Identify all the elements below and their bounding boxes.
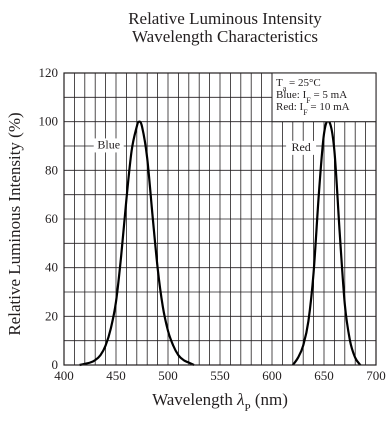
x-axis-label: Wavelength λP (nm) — [152, 390, 288, 414]
x-tick-label: 550 — [210, 368, 230, 383]
condition-line: Red: IF = 10 mA — [276, 101, 350, 117]
series-line-blue — [79, 120, 195, 367]
y-tick-label: 60 — [45, 211, 58, 226]
y-axis-label: Relative Luminous Intensity (%) — [5, 112, 24, 335]
series-label-blue: Blue — [97, 137, 120, 151]
plot-frame — [63, 72, 377, 366]
y-tick-label: 0 — [52, 357, 59, 372]
y-tick-label: 100 — [39, 114, 59, 129]
condition-line: Blue: IF = 5 mA — [276, 89, 347, 105]
x-tick-label: 400 — [54, 368, 74, 383]
series-label-bg — [93, 138, 124, 153]
series-labels: Blue Red — [93, 137, 317, 155]
x-tick-label: 700 — [366, 368, 386, 383]
y-tick-label: 20 — [45, 308, 58, 323]
y-axis-ticks: 0 20 40 60 80 100 120 — [39, 65, 59, 372]
x-tick-label: 600 — [262, 368, 282, 383]
x-tick-label: 650 — [314, 368, 334, 383]
series-label-red: Red — [291, 140, 310, 154]
x-tick-label: 500 — [158, 368, 178, 383]
y-tick-label: 120 — [39, 65, 59, 80]
series-label-bg — [286, 140, 317, 155]
condition-line: Ta = 25°C — [276, 77, 321, 93]
y-tick-label: 80 — [45, 162, 58, 177]
x-axis-ticks: 400 450 500 550 600 650 700 — [54, 368, 386, 383]
y-tick-label: 40 — [45, 260, 58, 275]
chart-title-line-2: Wavelength Characteristics — [132, 27, 318, 46]
x-tick-label: 450 — [106, 368, 126, 383]
chart-title-line-1: Relative Luminous Intensity — [128, 9, 322, 28]
conditions-legend-box — [271, 72, 377, 123]
